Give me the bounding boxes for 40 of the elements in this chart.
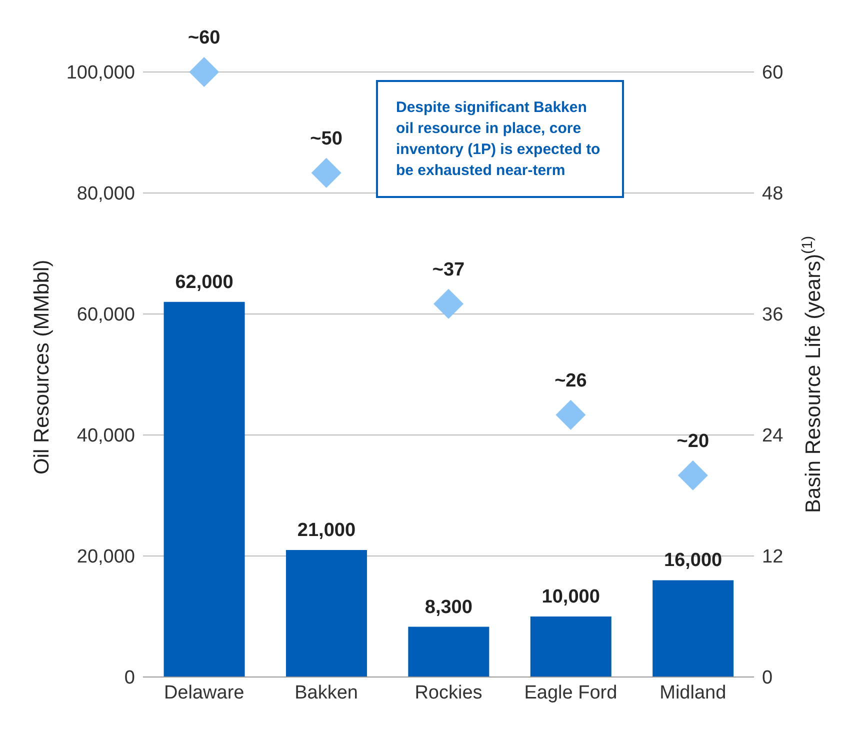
bar (164, 302, 245, 677)
data-label: ~26 (554, 370, 587, 392)
y2-tick-label: 12 (762, 546, 784, 568)
y-tick-label: 60,000 (76, 304, 135, 326)
y-axis-title: Oil Resources (MMbbl) (30, 260, 54, 474)
x-tick-label: Bakken (294, 682, 358, 704)
point (556, 400, 586, 430)
y2-tick-label: 36 (762, 304, 784, 326)
bar (652, 580, 734, 677)
data-label: 62,000 (175, 272, 234, 293)
annotation: Despite significant Bakken oil resource in place, core inventory (1P) is expected to be exhausted near-term (396, 98, 602, 181)
x-tick-label: Eagle Ford (524, 682, 618, 704)
point (189, 57, 220, 87)
y-tick-label: 0 (124, 668, 135, 689)
bar (408, 626, 490, 677)
y-tick-label: 80,000 (76, 184, 135, 205)
data-label: 21,000 (297, 520, 356, 541)
x-tick-label: Midland (660, 682, 726, 704)
data-label: ~50 (310, 128, 342, 150)
point (678, 460, 708, 490)
data-label: 8,300 (424, 596, 472, 618)
y2-tick-label: 60 (762, 62, 784, 84)
y-tick-label: 100,000 (66, 62, 135, 84)
y2-tick-label: 48 (762, 184, 784, 205)
note-box: Despite significant Bakken oil resource in place, core inventory (1P) is expected to be exhausted near-term (376, 80, 624, 198)
data-label: ~20 (676, 430, 710, 452)
data-label: 16,000 (664, 550, 722, 572)
bar (286, 550, 367, 677)
y2-tick-label: 24 (762, 426, 784, 447)
y2-tick-label: 0 (762, 668, 773, 689)
x-tick-label: Rockies (414, 682, 482, 704)
point (311, 158, 342, 188)
point (434, 288, 464, 319)
data-label: ~37 (432, 259, 465, 280)
data-label: ~60 (188, 27, 220, 48)
y-tick-label: 40,000 (76, 426, 135, 447)
x-tick-label: Delaware (164, 682, 244, 704)
bar (530, 616, 612, 677)
data-label: 10,000 (542, 586, 600, 608)
y-tick-label: 20,000 (76, 546, 135, 568)
